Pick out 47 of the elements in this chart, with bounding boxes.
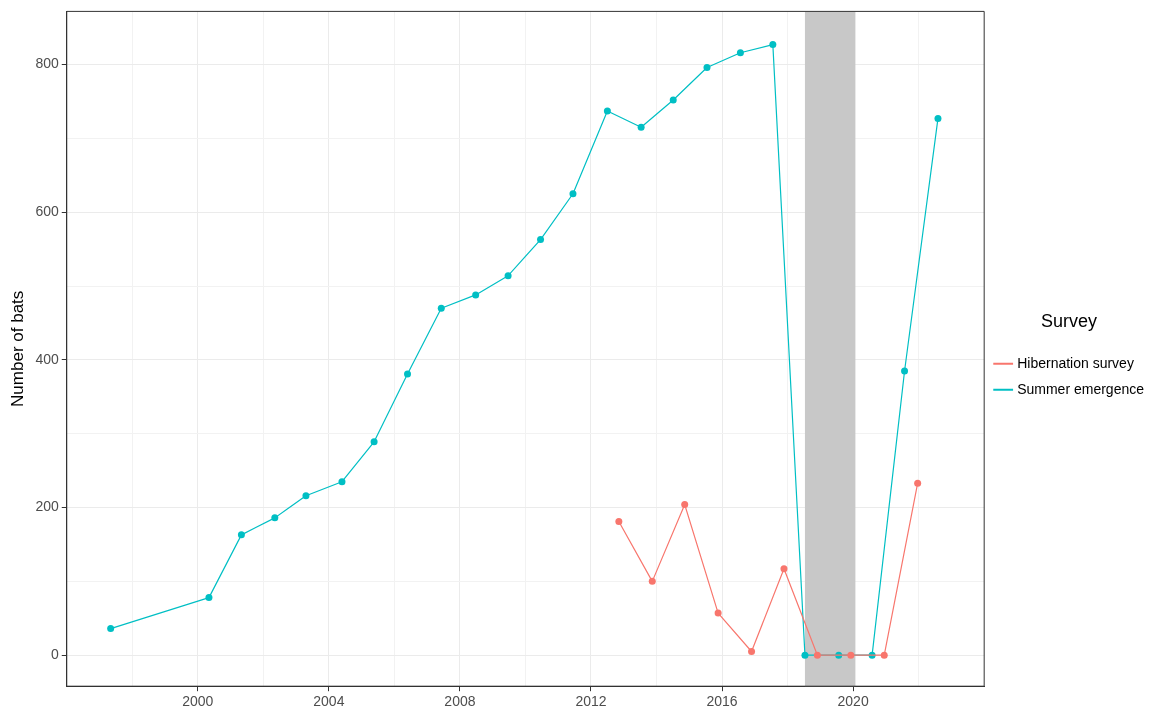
x-tick-label: 2012 <box>575 693 607 710</box>
y-tick-label: 600 <box>35 203 59 220</box>
x-tick-label: 2004 <box>313 693 345 710</box>
legend-title: Survey <box>1041 311 1098 332</box>
point <box>370 438 378 446</box>
point <box>472 291 480 299</box>
point <box>681 501 689 509</box>
point <box>615 518 623 526</box>
point <box>748 648 756 655</box>
point <box>801 651 809 659</box>
point <box>569 190 577 198</box>
point <box>338 478 346 486</box>
point <box>901 367 909 375</box>
y-tick-label: 200 <box>35 498 59 515</box>
point <box>648 577 656 585</box>
point <box>107 625 115 633</box>
point <box>504 272 512 280</box>
legend-label: Hibernation survey <box>1017 354 1134 371</box>
point <box>714 609 722 617</box>
point <box>769 41 777 49</box>
point <box>880 651 888 659</box>
point <box>205 594 213 602</box>
point <box>437 304 445 312</box>
y-tick-label: 0 <box>50 646 59 663</box>
legend-label: Summer emergence <box>1017 380 1145 397</box>
point <box>934 114 942 122</box>
x-tick-label: 2008 <box>444 693 476 710</box>
point <box>404 370 412 378</box>
point <box>669 96 677 104</box>
point <box>271 514 279 522</box>
point <box>537 236 545 244</box>
x-tick-label: 2000 <box>182 693 214 710</box>
point <box>302 492 310 500</box>
point <box>813 651 821 659</box>
y-tick-label: 400 <box>35 350 59 367</box>
point <box>736 49 744 57</box>
point <box>914 479 922 487</box>
y-tick-label: 800 <box>35 55 59 72</box>
y-axis-title: Number of bats <box>7 290 27 407</box>
point <box>780 565 788 573</box>
point <box>703 64 711 72</box>
point <box>847 651 855 659</box>
point <box>637 123 645 131</box>
x-tick-label: 2020 <box>837 693 869 710</box>
x-tick-label: 2016 <box>706 693 738 710</box>
point <box>237 531 245 539</box>
point <box>603 107 611 115</box>
